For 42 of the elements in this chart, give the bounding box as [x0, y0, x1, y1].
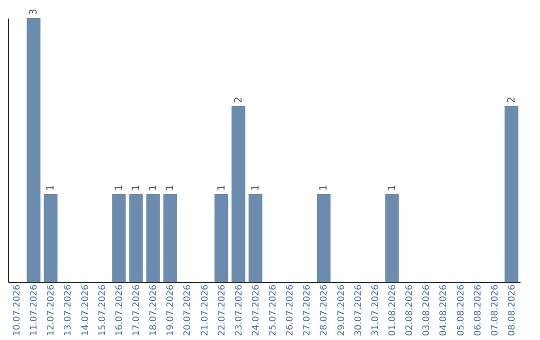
x-tick-label: 19.07.2026 [166, 284, 176, 336]
x-tick-label: 01.08.2026 [388, 284, 398, 336]
x-tick-label: 26.07.2026 [286, 284, 296, 336]
x-tick-label: 03.08.2026 [422, 284, 432, 336]
data-label: 1 [318, 184, 330, 191]
data-label: 1 [165, 184, 176, 191]
x-tick-label: 07.08.2026 [490, 284, 500, 336]
x-tick-label: 31.07.2026 [370, 284, 381, 336]
data-label: 3 [28, 8, 40, 15]
x-tick-label: 30.07.2026 [354, 284, 364, 336]
x-tick-label: 25.07.2026 [268, 284, 279, 336]
x-tick-label: 16.07.2026 [114, 284, 125, 336]
x-tick-label: 14.07.2026 [80, 284, 91, 336]
data-label: 1 [387, 184, 398, 191]
x-tick-label: 21.07.2026 [200, 284, 210, 336]
data-label: 2 [233, 96, 244, 103]
x-tick-label: 13.07.2026 [64, 284, 74, 336]
x-tick-label: 11.07.2026 [30, 284, 40, 336]
x-tick-label: 06.08.2026 [473, 284, 484, 336]
x-tick-label: 28.07.2026 [320, 284, 330, 336]
x-tick-label: 27.07.2026 [302, 284, 313, 336]
data-label: 1 [114, 184, 125, 191]
data-label: 1 [250, 184, 262, 191]
data-label: 1 [131, 184, 142, 191]
data-label: 1 [46, 184, 57, 191]
x-tick-label: 17.07.2026 [132, 284, 142, 336]
x-tick-label: 15.07.2026 [98, 284, 108, 336]
x-tick-label: 22.07.2026 [217, 284, 228, 336]
data-label: 1 [216, 184, 228, 191]
x-tick-label: 20.07.2026 [183, 284, 194, 336]
x-tick-label: 05.08.2026 [456, 284, 466, 336]
x-tick-label: 02.08.2026 [405, 284, 416, 336]
data-label: 1 [148, 184, 160, 191]
x-tick-label: 24.07.2026 [251, 284, 262, 336]
x-tick-label: 18.07.2026 [149, 284, 160, 336]
data-label: 2 [506, 96, 518, 103]
x-tick-label: 29.07.2026 [336, 284, 347, 336]
x-tick-label: 23.07.2026 [234, 284, 244, 336]
x-tick-label: 12.07.2026 [46, 284, 57, 336]
x-tick-label: 04.08.2026 [439, 284, 450, 336]
x-tick-label: 10.07.2026 [12, 284, 23, 336]
x-tick-label: 08.08.2026 [507, 284, 518, 336]
